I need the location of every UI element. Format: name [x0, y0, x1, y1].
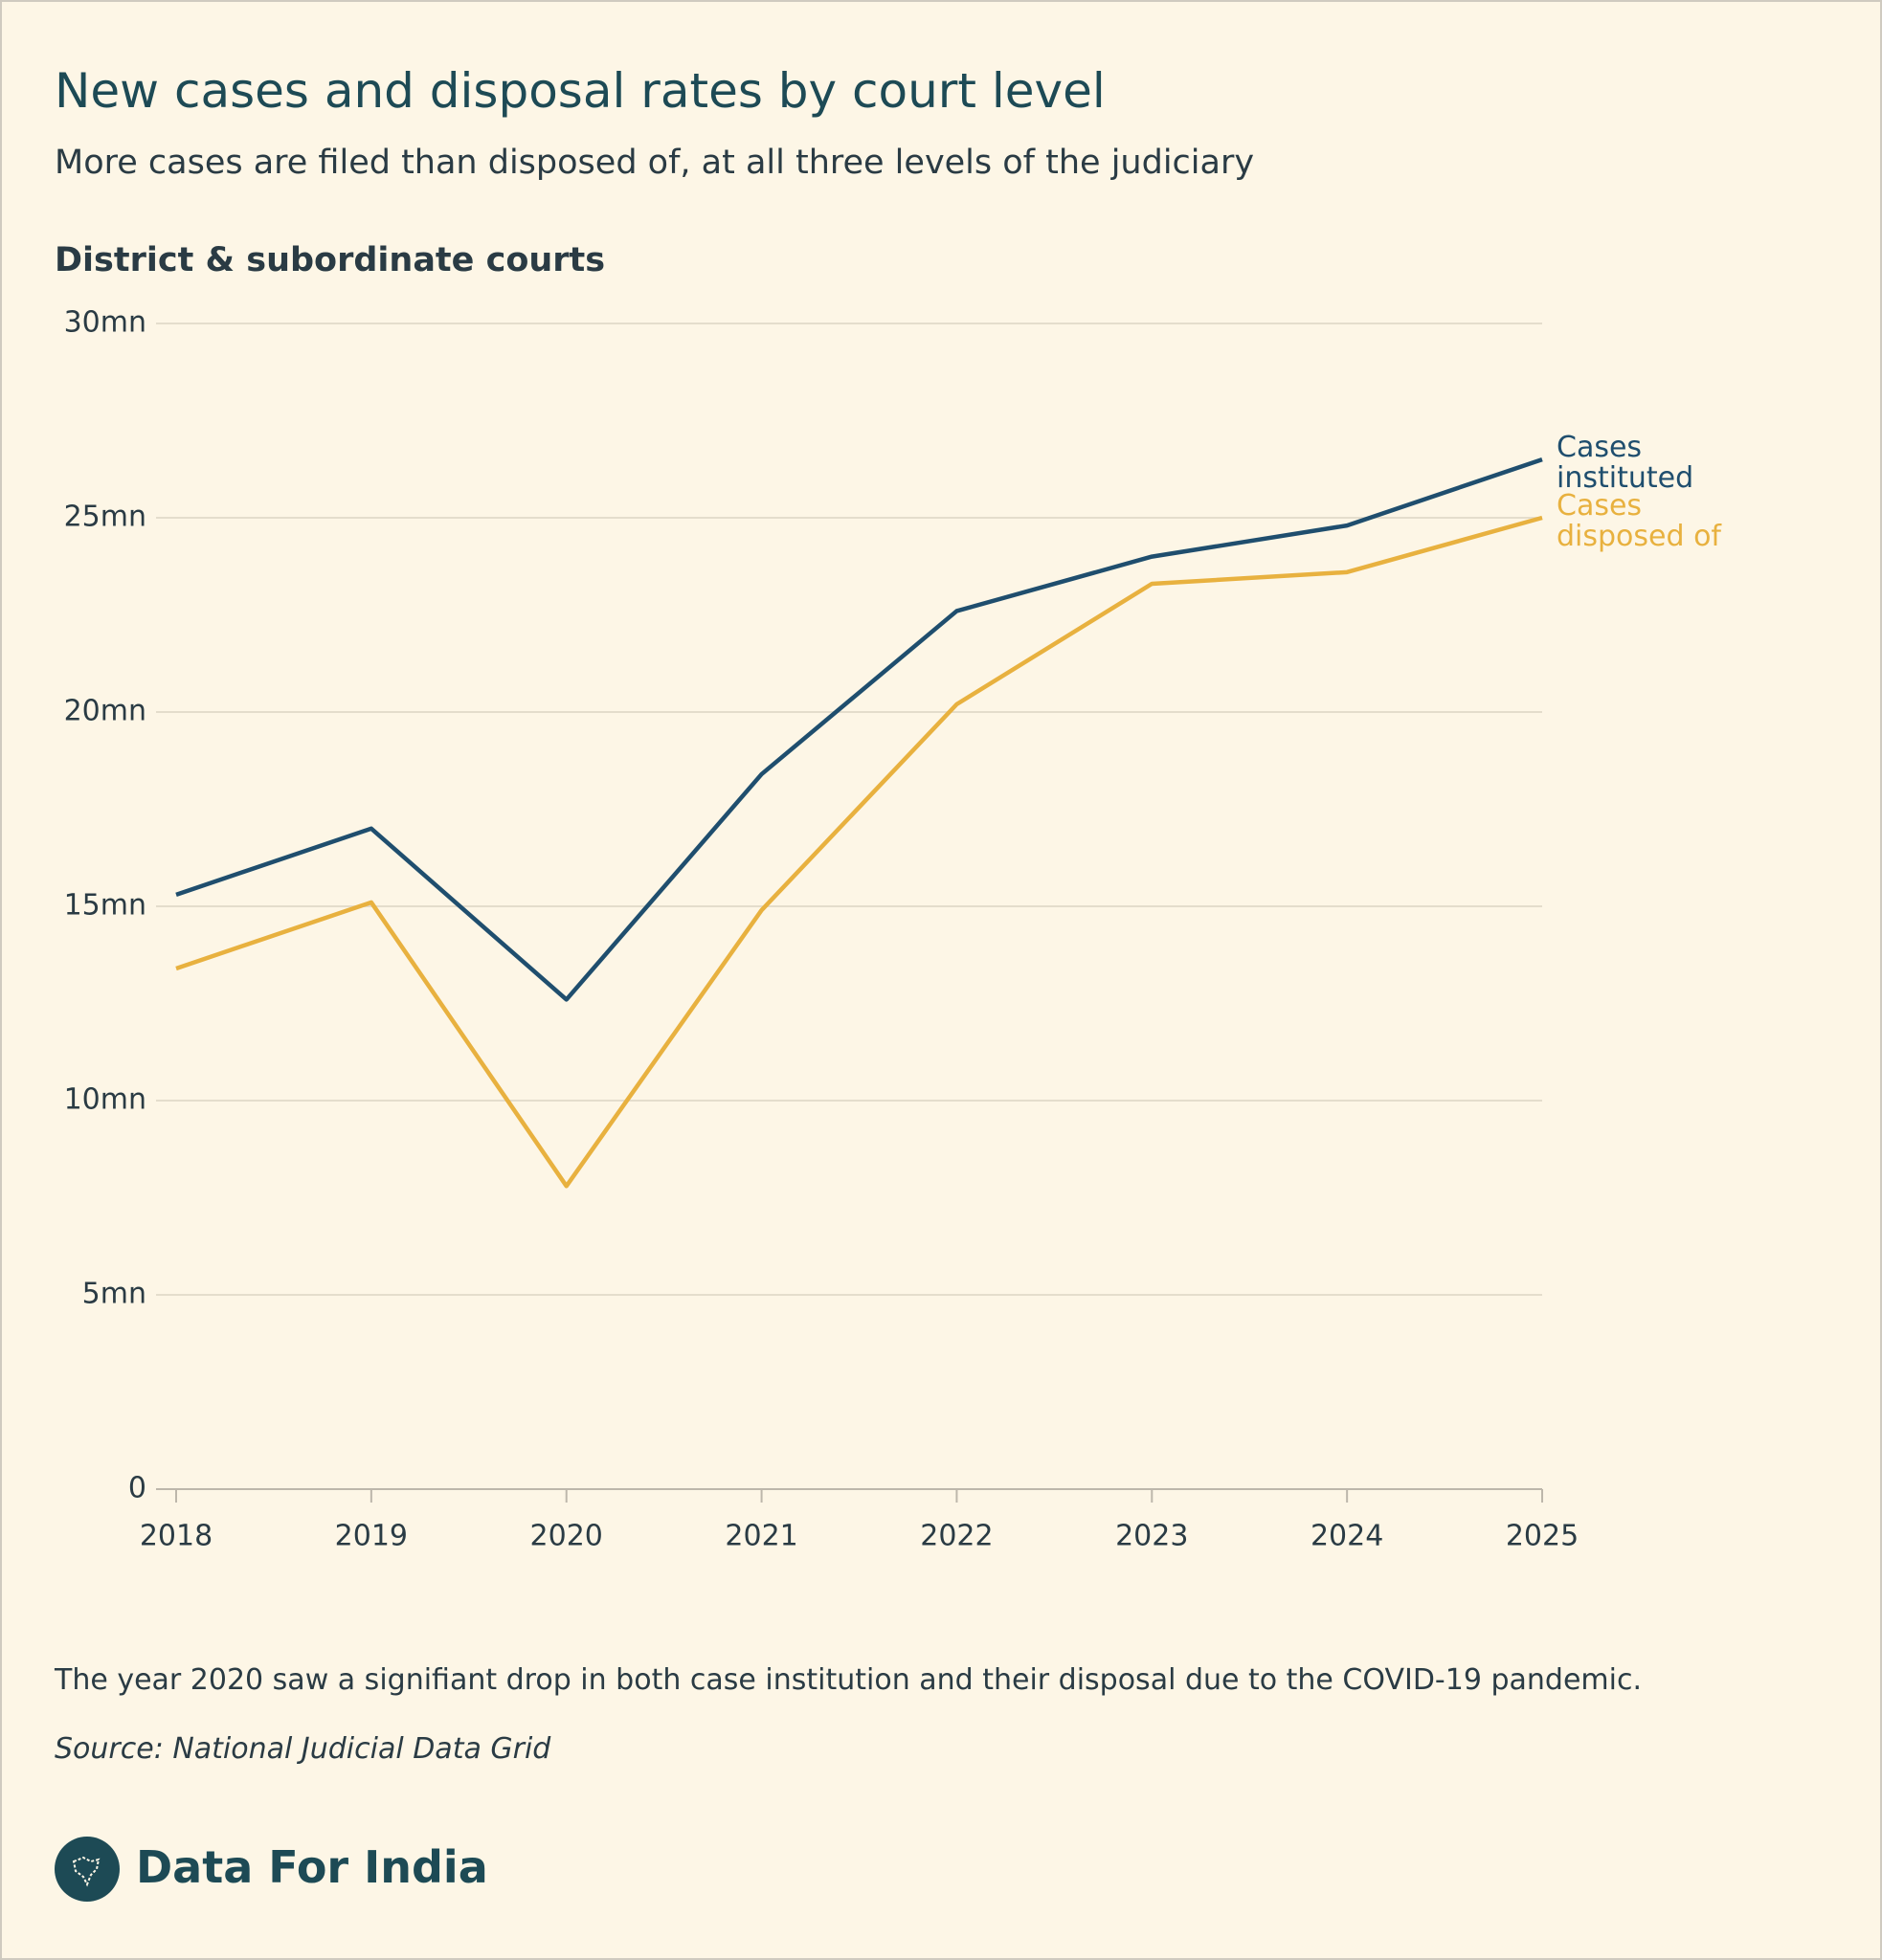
x-tick-label: 2020	[530, 1520, 603, 1553]
chart: 0 5mn 10mn 15mn 20mn 25mn 30mn 2018 2019 2020 2021…	[64, 306, 1580, 1553]
y-tick-label: 10mn	[64, 1083, 146, 1117]
chart-title: New cases and disposal rates by court le…	[55, 63, 1106, 119]
y-tick-label: 5mn	[82, 1278, 146, 1311]
x-tick-label: 2025	[1506, 1520, 1579, 1553]
panel-title: District & subordinate courts	[55, 241, 606, 279]
logo	[55, 1837, 120, 1902]
y-tick-label: 30mn	[64, 306, 146, 340]
x-tick-label: 2018	[140, 1520, 213, 1553]
y-tick-label: 0	[128, 1472, 146, 1505]
x-tick-label: 2022	[920, 1520, 993, 1553]
x-tick-label: 2019	[335, 1520, 408, 1553]
series-label: Cases instituted	[1557, 431, 1694, 496]
brand: Data For India	[136, 1841, 488, 1893]
x-tick-label: 2023	[1115, 1520, 1188, 1553]
x-tick-label: 2021	[725, 1520, 797, 1553]
chart-subtitle: More cases are filed than disposed of, a…	[55, 144, 1255, 182]
source: Source: National Judicial Data Grid	[55, 1732, 551, 1766]
y-tick-label: 25mn	[64, 501, 146, 534]
y-tick-label: 20mn	[64, 695, 146, 728]
series-label: Cases disposed of	[1557, 489, 1721, 553]
line-series	[175, 515, 1543, 1189]
note: The year 2020 saw a signifiant drop in b…	[55, 1663, 1642, 1697]
x-tick-label: 2024	[1311, 1520, 1383, 1553]
y-tick-label: 15mn	[64, 889, 146, 923]
line-series	[175, 457, 1543, 1002]
